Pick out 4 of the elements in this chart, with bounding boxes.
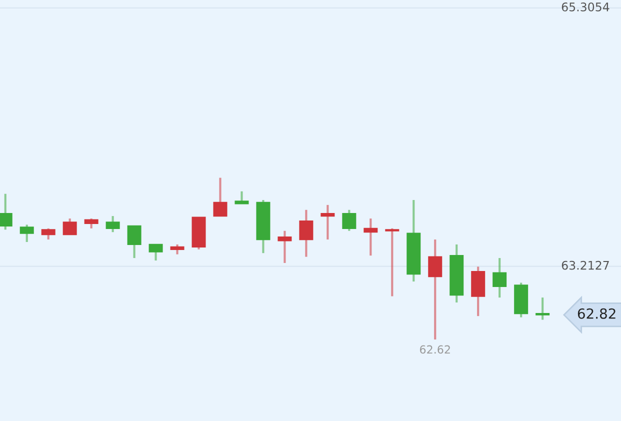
y-tick-label: 63.2127 (562, 260, 609, 270)
annotation: 62.62 (420, 345, 450, 354)
y-tick-label: 65.3054 (562, 2, 610, 12)
text: 62.82 (578, 308, 616, 319)
